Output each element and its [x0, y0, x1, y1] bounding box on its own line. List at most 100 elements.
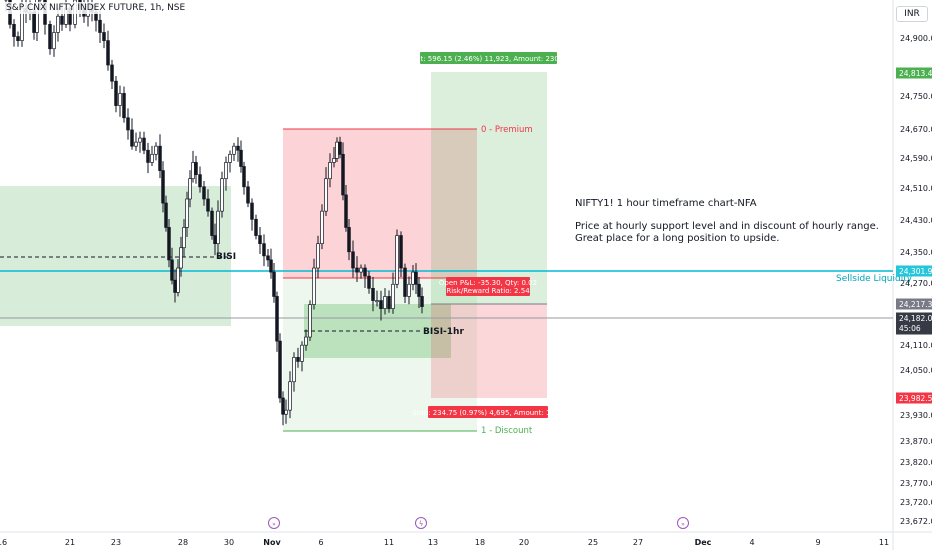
candle-body — [191, 162, 195, 180]
time-axis-label: Dec — [695, 538, 712, 547]
svg-text:ϟ: ϟ — [419, 520, 424, 528]
candle-body — [142, 137, 146, 151]
dividend-icon[interactable]: » — [268, 517, 280, 529]
candle-body — [210, 210, 214, 236]
stop-price-tag-text: 23,982.55 — [899, 394, 932, 403]
price-tick-label: 23,720.00 — [900, 498, 932, 507]
price-tick-label: 24,350.00 — [900, 248, 932, 257]
candle-body — [375, 300, 379, 303]
candle-body — [275, 296, 279, 342]
candle-body — [324, 178, 328, 212]
candle-body — [224, 162, 228, 180]
candle-body — [269, 259, 273, 273]
candle-body — [216, 210, 220, 245]
candle-body — [308, 304, 312, 338]
candle-body — [220, 178, 224, 212]
price-tick-label: 24,590.00 — [900, 154, 932, 163]
long-position-target-zone — [431, 72, 547, 304]
candle-body — [102, 32, 106, 41]
candle-body — [239, 149, 243, 167]
candle-body — [266, 255, 270, 261]
note-line: Great place for a long position to upsid… — [575, 233, 780, 244]
price-tick-label: 24,270.00 — [900, 279, 932, 288]
candle-body — [12, 24, 16, 37]
interval: 1h — [149, 3, 162, 13]
candle-body — [130, 129, 134, 147]
candle-body — [56, 15, 60, 33]
candle-body — [118, 93, 122, 106]
currency-button[interactable]: INR — [896, 6, 928, 22]
candle-body — [395, 235, 399, 285]
sellside-price-tag — [896, 265, 932, 277]
analysis-note: NIFTY1! 1 hour timeframe chart-NFA Price… — [575, 198, 879, 245]
candle-body — [213, 235, 217, 245]
candle-body — [206, 198, 210, 212]
time-axis-label: 11 — [384, 538, 394, 547]
time-axis-labels: 16 21 23 28 30 Nov 6 11 13 18 20 25 27 Dec 4 9 11 — [0, 538, 889, 547]
entry-price-tag-text: 24,217.30 — [899, 300, 932, 309]
candle-body — [407, 283, 411, 297]
candle-body — [355, 267, 359, 273]
earnings-icon[interactable]: ϟ — [415, 517, 427, 529]
open-pnl-text: Open P&L: -35.30, Qty: 0.02 — [439, 279, 537, 287]
time-axis-label: 16 — [0, 538, 7, 547]
candle-body — [411, 271, 415, 285]
candle-body — [288, 381, 292, 411]
candle-body — [338, 141, 342, 155]
candle-body — [292, 357, 296, 383]
candle-body — [304, 336, 308, 346]
last-price-tag-text: 24,182.00 — [899, 314, 932, 323]
candle-body — [32, 11, 36, 33]
stop-price-tag — [896, 392, 932, 404]
candle-body — [158, 145, 162, 171]
exchange: NSE — [167, 3, 186, 13]
candle-body — [246, 186, 250, 204]
candle-body — [262, 243, 266, 257]
candle-body — [332, 158, 336, 163]
candle-body — [48, 24, 52, 50]
candle-body — [150, 153, 154, 163]
candle-body — [198, 174, 202, 188]
target-price-tag-text: 24,813.45 — [899, 69, 932, 78]
entry-box[interactable] — [446, 277, 530, 296]
candle-body — [182, 227, 186, 249]
candle-body — [258, 235, 262, 245]
long-position-stop-zone — [431, 304, 547, 398]
candle-body — [194, 162, 198, 175]
candle-body — [335, 141, 339, 159]
dividend-icon[interactable]: » — [677, 517, 689, 529]
price-tags: 24,813.45 24,301.95 24,217.30 24,182.0045:0… — [896, 67, 932, 404]
time-axis-label: 13 — [428, 538, 438, 547]
time-axis-label: 9 — [815, 538, 820, 547]
candle-body — [371, 287, 375, 301]
price-tick-label: 24,110.00 — [900, 341, 932, 350]
candle-body — [391, 283, 395, 309]
candle-body — [387, 296, 391, 309]
candle-body — [367, 275, 371, 289]
price-tick-label: 23,820.00 — [900, 458, 932, 467]
svg-text:»: » — [272, 521, 276, 528]
candle-body — [228, 153, 232, 163]
candle-body — [242, 166, 246, 188]
candle-body — [60, 15, 64, 25]
symbol-header[interactable]: S&P CNX NIFTY INDEX FUTURE, 1h, NSE — [4, 2, 188, 14]
time-axis-label: 27 — [633, 538, 643, 547]
header-separator: , — [144, 3, 150, 13]
candle-body — [98, 19, 102, 33]
price-tick-label: 24,670.00 — [900, 125, 932, 134]
stop-box[interactable] — [428, 406, 548, 418]
candle-body — [420, 296, 424, 307]
note-line: Price at hourly support level and in dis… — [575, 221, 879, 232]
premium-zone — [283, 129, 477, 278]
price-tick-label: 24,050.00 — [900, 366, 932, 375]
time-axis-label: 25 — [588, 538, 598, 547]
target-box[interactable] — [420, 52, 557, 64]
candle-body — [202, 186, 206, 200]
time-axis-label: 28 — [178, 538, 188, 547]
bisi-1hr-label: BISI-1hr — [423, 327, 464, 337]
candle-body — [341, 153, 345, 196]
candle-body — [296, 357, 300, 362]
price-tick-label: 23,770.00 — [900, 479, 932, 488]
